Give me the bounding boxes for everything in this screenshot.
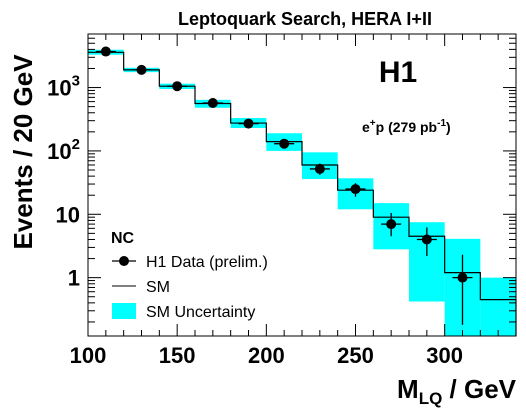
legend: NC H1 Data (prelim.) SM SM Uncertainty	[111, 230, 268, 321]
legend-header: NC	[111, 230, 135, 247]
data-point-5	[279, 138, 290, 149]
dataset-lumi-exp: -1	[437, 118, 446, 129]
x-axis-label: MLQ / GeV	[397, 374, 517, 408]
data-point-3	[207, 98, 218, 109]
y-tick-label-100: 102	[47, 136, 80, 164]
legend-marker-symbol	[119, 256, 129, 266]
data-point-8	[386, 219, 397, 230]
data-points	[95, 46, 473, 325]
legend-label-data: H1 Data (prelim.)	[146, 254, 268, 271]
legend-label-band: SM Uncertainty	[146, 304, 255, 321]
x-tick-label-250: 250	[337, 343, 374, 368]
dataset-beam: e	[362, 119, 370, 135]
y-tick-label-1000: 103	[47, 73, 80, 101]
legend-label-sm: SM	[146, 279, 170, 296]
x-axis: 100 150 200 250 300	[70, 34, 517, 368]
data-point-2	[172, 81, 183, 92]
x-tick-label-300: 300	[426, 343, 463, 368]
chart-title: Leptoquark Search, HERA I+II	[178, 9, 432, 29]
data-point-0	[100, 46, 111, 57]
data-point-1	[136, 64, 147, 75]
data-point-9	[421, 234, 432, 245]
dataset-close: )	[446, 119, 451, 135]
x-label-sub: LQ	[419, 389, 443, 408]
sm-histogram	[88, 51, 517, 336]
y-axis-label: Events / 20 GeV	[8, 54, 38, 250]
dataset-charge: +	[370, 118, 376, 129]
x-tick-label-200: 200	[248, 343, 285, 368]
x-label-main: M	[397, 374, 419, 404]
y-tick-label-1: 1	[68, 266, 80, 291]
x-label-unit: / GeV	[442, 374, 516, 404]
x-tick-label-100: 100	[70, 343, 107, 368]
legend-swatch-band	[112, 303, 136, 319]
sm-line	[88, 51, 517, 336]
y-axis: 1 10 102 103	[47, 33, 516, 323]
sm-band-bin-11	[480, 277, 516, 336]
data-point-6	[314, 163, 325, 174]
y-tick-label-10: 10	[56, 202, 80, 227]
dataset-lumi: p (279 pb	[376, 119, 437, 135]
dataset-label: e+p (279 pb-1)	[362, 118, 451, 135]
x-tick-label-150: 150	[159, 343, 196, 368]
data-point-4	[243, 118, 254, 129]
data-point-7	[350, 184, 361, 195]
data-point-10	[457, 272, 468, 283]
experiment-label: H1	[379, 56, 417, 89]
